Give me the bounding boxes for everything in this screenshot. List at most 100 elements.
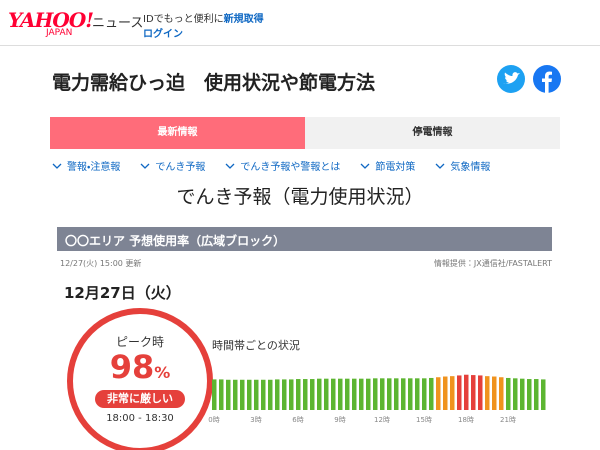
nav-link[interactable]: 警報・注意報 bbox=[67, 162, 121, 173]
nav-item[interactable]: でんき予報や警報とは bbox=[225, 158, 340, 173]
usage-bar bbox=[387, 378, 392, 410]
updated-time: 12/27(火) 15:00 更新 bbox=[60, 259, 142, 268]
usage-bar bbox=[338, 378, 343, 410]
promo-text: IDでもっと便利に新規取得 bbox=[143, 10, 264, 25]
usage-bar bbox=[527, 379, 532, 410]
peak-value: 98 bbox=[109, 348, 155, 386]
usage-bar bbox=[366, 378, 371, 410]
usage-bar bbox=[261, 379, 266, 410]
forecast-date: 12月27日（火） bbox=[64, 284, 181, 302]
header bbox=[0, 0, 600, 46]
chevron-icon bbox=[140, 163, 150, 169]
chevron bbox=[225, 163, 235, 169]
usage-bar bbox=[436, 377, 441, 410]
chevron bbox=[52, 163, 62, 169]
chevron bbox=[360, 163, 370, 169]
nav-link[interactable]: 節電対策 bbox=[375, 162, 416, 173]
usage-bar bbox=[457, 375, 462, 410]
peak-time: 18:00 - 18:30 bbox=[106, 413, 174, 424]
x-tick-label: 18時 bbox=[458, 416, 474, 424]
usage-bar bbox=[534, 379, 539, 410]
x-tick-label: 0時 bbox=[208, 416, 219, 424]
usage-bar bbox=[520, 378, 525, 410]
tab[interactable]: 最新情報 bbox=[50, 117, 305, 149]
usage-bar bbox=[408, 378, 413, 410]
section-name: ニュース bbox=[92, 16, 144, 31]
hourly-chart: 0時 3時 6時 9時 12時 15時 18時 21時 bbox=[208, 374, 546, 424]
nav-item[interactable]: でんき予報 bbox=[140, 158, 205, 173]
chevron-icon bbox=[52, 163, 62, 169]
usage-bar bbox=[324, 378, 329, 410]
usage-bar bbox=[422, 378, 427, 410]
peak-unit: % bbox=[154, 363, 171, 382]
usage-bar bbox=[317, 378, 322, 410]
chevron bbox=[435, 163, 445, 169]
x-tick-label: 9時 bbox=[334, 416, 345, 424]
x-tick-label: 15時 bbox=[416, 416, 432, 424]
usage-bar bbox=[345, 378, 350, 410]
peak-value-group: 98% bbox=[60, 348, 220, 386]
usage-bar bbox=[492, 376, 497, 410]
nav-item[interactable]: 警報・注意報 bbox=[52, 158, 120, 173]
page-title: 電力需給ひっ迫 使用状況や節電方法 bbox=[52, 72, 376, 94]
gauge-ring bbox=[67, 308, 213, 450]
status-badge: 非常に厳しい bbox=[95, 390, 185, 408]
area-bar: 〇〇エリア 予想使用率（広域ブロック） bbox=[57, 227, 552, 251]
usage-bar bbox=[415, 378, 420, 410]
usage-bar bbox=[359, 378, 364, 410]
social-icons bbox=[497, 65, 561, 93]
usage-bar bbox=[443, 376, 448, 410]
login-link[interactable]: ログイン bbox=[143, 29, 183, 40]
tabs: 最新情報 停電情報 bbox=[50, 117, 560, 149]
usage-bar bbox=[247, 379, 252, 410]
usage-bar bbox=[429, 377, 434, 410]
usage-bar bbox=[394, 378, 399, 410]
usage-bar bbox=[450, 376, 455, 410]
x-tick-label: 21時 bbox=[500, 416, 516, 424]
facebook-button[interactable] bbox=[533, 65, 561, 93]
nav-item[interactable]: 節電対策 bbox=[360, 158, 415, 173]
usage-bar bbox=[541, 379, 546, 410]
usage-bar bbox=[478, 375, 483, 410]
chevron-icon bbox=[435, 163, 445, 169]
usage-bar bbox=[499, 377, 504, 410]
x-tick-label: 12時 bbox=[374, 416, 390, 424]
nav-item[interactable]: 気象情報 bbox=[435, 158, 490, 173]
twitter-button[interactable] bbox=[497, 65, 525, 93]
logo[interactable]: YAHOO! bbox=[8, 8, 94, 32]
nav-link[interactable]: でんき予報や警報とは bbox=[240, 162, 341, 173]
usage-bar bbox=[226, 379, 231, 410]
hourly-title: 時間帯ごとの状況 bbox=[212, 339, 300, 352]
usage-bar bbox=[380, 378, 385, 410]
usage-bar bbox=[219, 379, 224, 410]
usage-bar bbox=[310, 379, 315, 410]
forecast-heading: でんき予報（電力使用状況） bbox=[176, 186, 424, 208]
nav: 警報・注意報 でんき予報 でんき予報や警報とは 節電対策 気象情報 bbox=[52, 158, 510, 173]
usage-bar bbox=[268, 379, 273, 410]
promo: IDでもっと便利に bbox=[143, 14, 224, 25]
peak-gauge bbox=[67, 308, 213, 450]
x-tick-label: 6時 bbox=[292, 416, 303, 424]
signup-link[interactable]: 新規取得 bbox=[223, 14, 264, 25]
usage-bar bbox=[401, 378, 406, 410]
nav-link[interactable]: 気象情報 bbox=[450, 162, 491, 173]
nav-link[interactable]: でんき予報 bbox=[155, 162, 206, 173]
usage-bar bbox=[303, 379, 308, 410]
usage-bar bbox=[513, 378, 518, 410]
usage-bar bbox=[471, 375, 476, 410]
chevron bbox=[140, 163, 150, 169]
chevron-icon bbox=[225, 163, 235, 169]
logo-sub: JAPAN bbox=[46, 28, 73, 38]
usage-bar bbox=[464, 374, 469, 410]
usage-bar bbox=[506, 377, 511, 410]
x-tick-label: 3時 bbox=[250, 416, 261, 424]
tab[interactable]: 停電情報 bbox=[305, 117, 560, 149]
usage-bar bbox=[233, 379, 238, 410]
usage-bar bbox=[373, 378, 378, 410]
usage-bar bbox=[296, 379, 301, 410]
usage-bar bbox=[275, 379, 280, 410]
peak-label: ピーク時 bbox=[115, 335, 164, 349]
